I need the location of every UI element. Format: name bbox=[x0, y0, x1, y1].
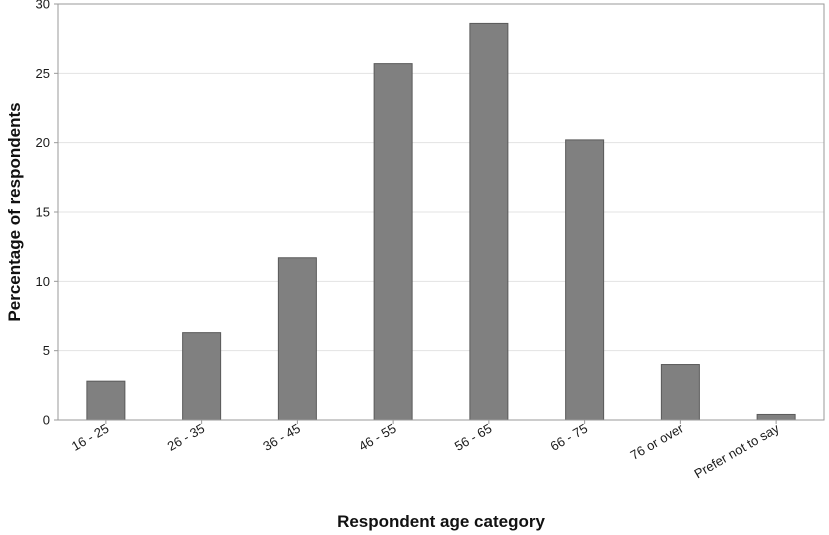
x-tick-label: 56 - 65 bbox=[452, 421, 495, 454]
y-tick-label: 20 bbox=[36, 135, 50, 150]
bar bbox=[756, 413, 796, 421]
y-tick-label: 5 bbox=[43, 343, 50, 358]
bar bbox=[469, 22, 509, 421]
y-axis-title: Percentage of respondents bbox=[5, 102, 24, 321]
y-tick-label: 0 bbox=[43, 413, 50, 428]
x-tick-label: 16 - 25 bbox=[69, 421, 112, 454]
y-tick-label: 15 bbox=[36, 205, 50, 220]
gridlines bbox=[58, 72, 824, 352]
y-tick-label: 25 bbox=[36, 66, 50, 81]
bar bbox=[277, 257, 317, 421]
x-axis-title: Respondent age category bbox=[337, 512, 545, 531]
x-axis-ticks: 16 - 25 26 - 35 36 - 45 46 - 55 56 - 65 66 - … bbox=[69, 420, 782, 481]
bar bbox=[565, 139, 605, 421]
bar bbox=[660, 364, 700, 421]
y-tick-label: 10 bbox=[36, 274, 50, 289]
bar bbox=[86, 380, 126, 421]
x-tick-label: 26 - 35 bbox=[165, 421, 208, 454]
x-tick-label: Prefer not to say bbox=[692, 420, 783, 481]
bars bbox=[86, 22, 796, 421]
x-tick-label: 36 - 45 bbox=[260, 421, 303, 454]
x-tick-label: 46 - 55 bbox=[356, 421, 399, 454]
x-tick-label: 66 - 75 bbox=[548, 421, 591, 454]
y-axis-ticks: 0 5 10 15 20 25 30 bbox=[36, 0, 58, 428]
bar bbox=[373, 63, 413, 421]
bar bbox=[182, 332, 222, 421]
y-tick-label: 30 bbox=[36, 0, 50, 12]
x-tick-label: 76 or over bbox=[628, 420, 687, 463]
